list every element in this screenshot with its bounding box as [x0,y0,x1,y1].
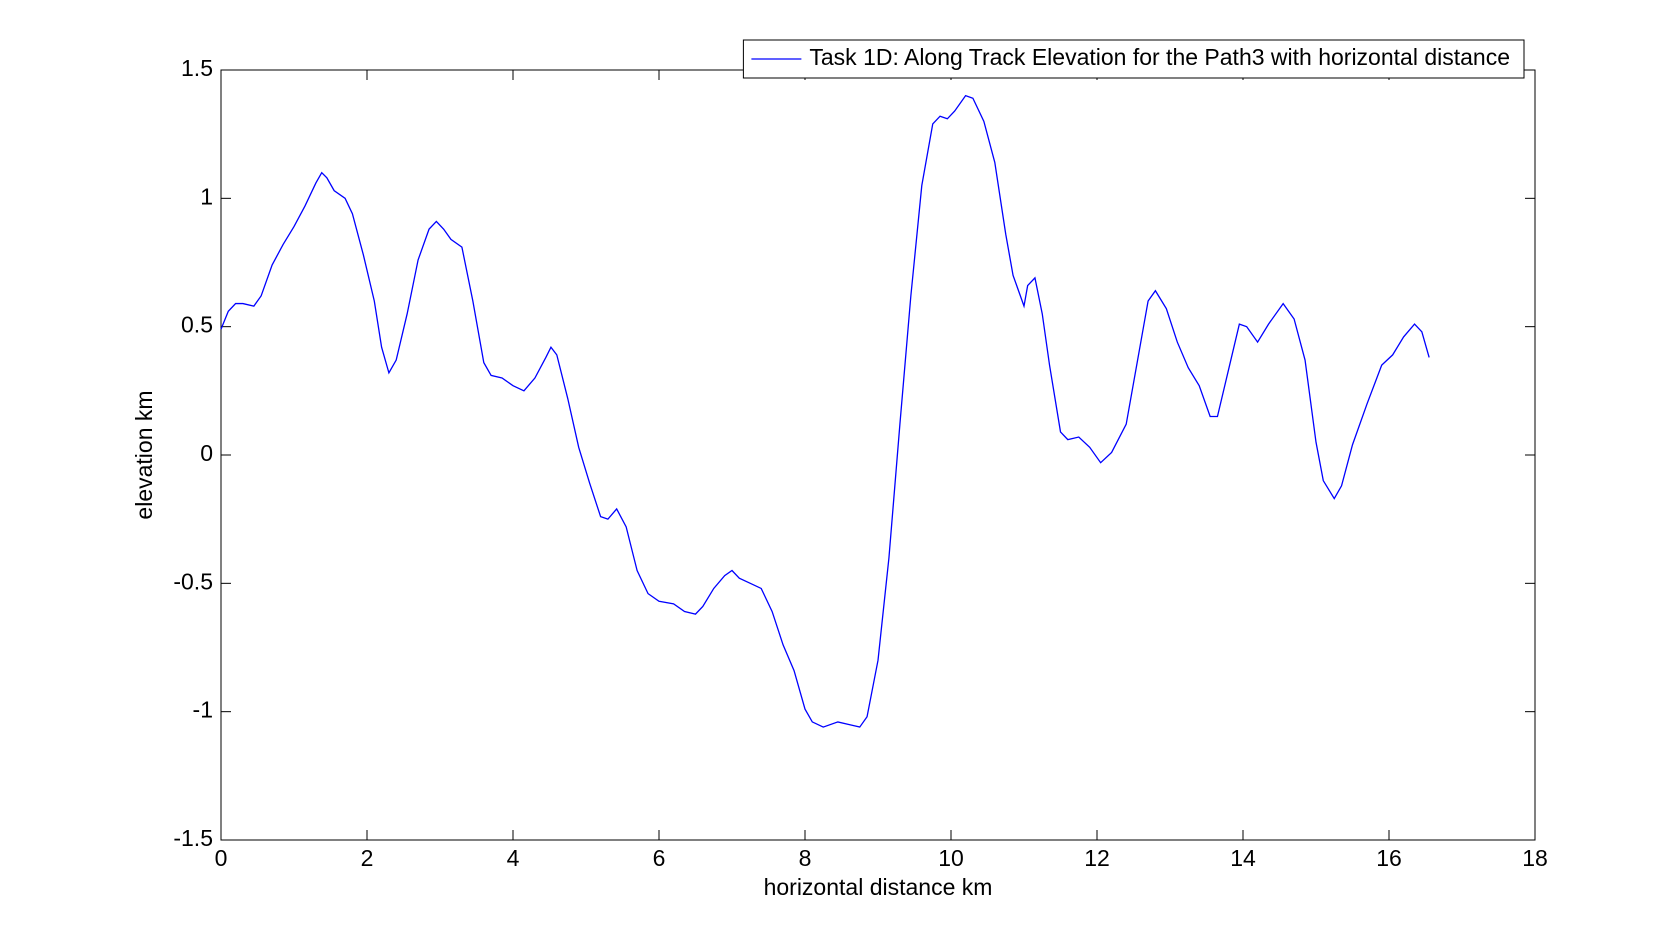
legend-label: Task 1D: Along Track Elevation for the P… [809,44,1510,70]
y-tick-label: -1 [193,697,213,723]
plot-area [220,69,1536,841]
x-tick-label: 2 [361,845,374,871]
y-axis-label: elevation km [131,390,157,519]
line [220,94,1430,728]
y-tick-label: -1.5 [173,825,213,851]
x-axis-label: horizontal distance km [764,874,993,900]
x-tick-label: 16 [1376,845,1402,871]
x-tick-label: 14 [1230,845,1256,871]
y-tick-label: 1.5 [181,55,213,81]
y-tick-label: 0 [200,440,213,466]
y-tick-label: 0.5 [181,312,213,338]
x-tick-label: 4 [507,845,520,871]
x-tick-label: 18 [1522,845,1548,871]
y-tick-label: 1 [200,183,213,209]
x-tick-label: 0 [215,845,228,871]
x-tick-label: 8 [799,845,812,871]
x-tick-label: 12 [1084,845,1110,871]
x-tick-label: 6 [653,845,666,871]
legend-box [742,39,1525,79]
y-tick-label: -0.5 [173,568,213,594]
x-tick-label: 10 [938,845,964,871]
